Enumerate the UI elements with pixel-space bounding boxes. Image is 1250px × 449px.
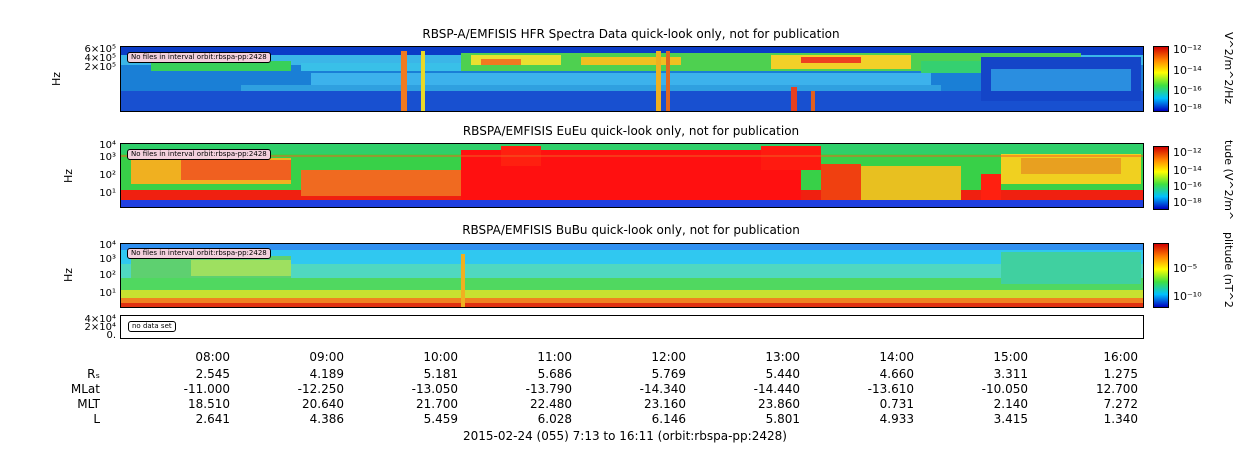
ephemeris-value: 2.545 [195,367,230,381]
ephemeris-value: 20.640 [302,397,344,411]
ephemeris-value: 3.415 [993,412,1028,426]
ephemeris-value: -13.610 [867,382,914,396]
panel3-note: No files in interval orbit:rbspa-pp:2428 [127,248,271,259]
panel2-colorbar-label: tude (V^2/m^ [1222,140,1235,221]
panel1-ytick-2: 2×10⁵ [84,62,116,73]
panel3-ytick-1: 10³ [99,254,116,265]
panel1-note: No files in interval orbit:rbspa-pp:2428 [127,52,271,63]
panel3-ytick-3: 10¹ [99,288,116,299]
panel3-note-text: No files in interval orbit:rbspa-pp:2428 [131,249,267,257]
panel1-title: RBSP-A/EMFISIS HFR Spectra Data quick-lo… [422,27,840,41]
ephemeris-label-l: L [93,412,100,426]
panel4-ytick-1: 2×10⁴ [84,322,116,333]
panel1-cbtick-3: 10⁻¹⁸ [1173,102,1202,115]
panel3-cbtick-1: 10⁻¹⁰ [1173,290,1202,303]
ephemeris-value: 2.641 [195,412,230,426]
ephemeris-value: 6.146 [651,412,686,426]
ephemeris-value: 18.510 [188,397,230,411]
panel1-colorbar [1153,46,1169,112]
ephemeris-value: 7.272 [1103,397,1138,411]
panel4-ytick-0: 4×10⁴ [84,314,116,325]
panel3-colorbar [1153,243,1169,308]
panel3-ytick-2: 10² [99,270,116,281]
ephemeris-value: 5.459 [423,412,458,426]
panel1-note-text: No files in interval orbit:rbspa-pp:2428 [131,53,267,61]
ephemeris-value: -13.050 [411,382,458,396]
panel3-ytick-0: 10⁴ [99,240,116,251]
bubu-spectrogram [120,243,1144,308]
panel2-cbtick-0: 10⁻¹² [1173,146,1202,159]
panel4-ytick-2: 0. [106,330,116,341]
hfr-spectrogram-graphic [121,47,1143,111]
panel1-ytick-0: 6×10⁵ [84,44,116,55]
hfr-spectrogram [120,46,1144,112]
ephemeris-value: 1.275 [1103,367,1138,381]
panel1-cbtick-2: 10⁻¹⁶ [1173,84,1202,97]
ephemeris-value: 4.386 [309,412,344,426]
time-tick-3: 11:00 [537,350,572,364]
eueu-spectrogram [120,143,1144,208]
ephemeris-value: -14.340 [639,382,686,396]
ephemeris-value: 21.700 [416,397,458,411]
panel2-note: No files in interval orbit:rbspa-pp:2428 [127,149,271,160]
bubu-spectrogram-graphic [121,244,1143,307]
panel1-cbtick-0: 10⁻¹² [1173,43,1202,56]
panel4-note-text: no data set [132,322,172,330]
ephemeris-label-rs: Rₛ [87,367,100,381]
ephemeris-value: 5.440 [765,367,800,381]
panel2-cbtick-1: 10⁻¹⁴ [1173,164,1202,177]
time-tick-6: 14:00 [879,350,914,364]
ephemeris-value: 4.660 [879,367,914,381]
ephemeris-label-mlat: MLat [70,382,100,396]
panel1-ylabel: Hz [50,71,63,86]
ephemeris-label-mlt: MLT [77,397,100,411]
panel2-title: RBSPA/EMFISIS EuEu quick-look only, not … [462,124,800,138]
panel2-cbtick-2: 10⁻¹⁶ [1173,180,1202,193]
panel2-ytick-3: 10¹ [99,188,116,199]
ephemeris-value: 2.140 [993,397,1028,411]
panel2-colorbar [1153,146,1169,210]
time-tick-0: 08:00 [195,350,230,364]
ephemeris-value: -12.250 [297,382,344,396]
ephemeris-value: 5.769 [651,367,686,381]
ephemeris-value: 1.340 [1103,412,1138,426]
time-tick-5: 13:00 [765,350,800,364]
panel1-colorbar-label: V^2/m^2/Hz [1222,32,1235,105]
ephemeris-value: 4.189 [309,367,344,381]
panel2-cbtick-3: 10⁻¹⁸ [1173,196,1202,209]
ephemeris-value: -13.790 [525,382,572,396]
panel4-note: no data set [128,321,176,332]
ephemeris-value: 5.801 [765,412,800,426]
ephemeris-value: 6.028 [537,412,572,426]
eueu-spectrogram-graphic [121,144,1143,207]
panel1-cbtick-1: 10⁻¹⁴ [1173,64,1202,77]
footer-time-range: 2015-02-24 (055) 7:13 to 16:11 (orbit:rb… [463,429,787,443]
panel2-ytick-1: 10³ [99,152,116,163]
ephemeris-value: 22.480 [530,397,572,411]
time-tick-2: 10:00 [423,350,458,364]
ephemeris-value: -14.440 [753,382,800,396]
ephemeris-value: 3.311 [993,367,1028,381]
ephemeris-value: 23.860 [758,397,800,411]
panel2-note-text: No files in interval orbit:rbspa-pp:2428 [131,150,267,158]
time-tick-7: 15:00 [993,350,1028,364]
time-tick-8: 16:00 [1103,350,1138,364]
panel3-cbtick-0: 10⁻⁵ [1173,262,1198,275]
time-tick-4: 12:00 [651,350,686,364]
ephemeris-value: -10.050 [981,382,1028,396]
ephemeris-value: 23.160 [644,397,686,411]
panel3-colorbar-label: plitude (nT^2 [1222,232,1235,308]
ephemeris-value: 5.181 [423,367,458,381]
ephemeris-value: 0.731 [879,397,914,411]
ephemeris-value: 4.933 [879,412,914,426]
panel1-ytick-1: 4×10⁵ [84,53,116,64]
ephemeris-value: -11.000 [183,382,230,396]
time-tick-1: 09:00 [309,350,344,364]
panel2-ytick-0: 10⁴ [99,140,116,151]
empty-panel [120,315,1144,339]
panel3-title: RBSPA/EMFISIS BuBu quick-look only, not … [462,223,800,237]
panel2-ytick-2: 10² [99,170,116,181]
ephemeris-value: 12.700 [1096,382,1138,396]
ephemeris-value: 5.686 [537,367,572,381]
